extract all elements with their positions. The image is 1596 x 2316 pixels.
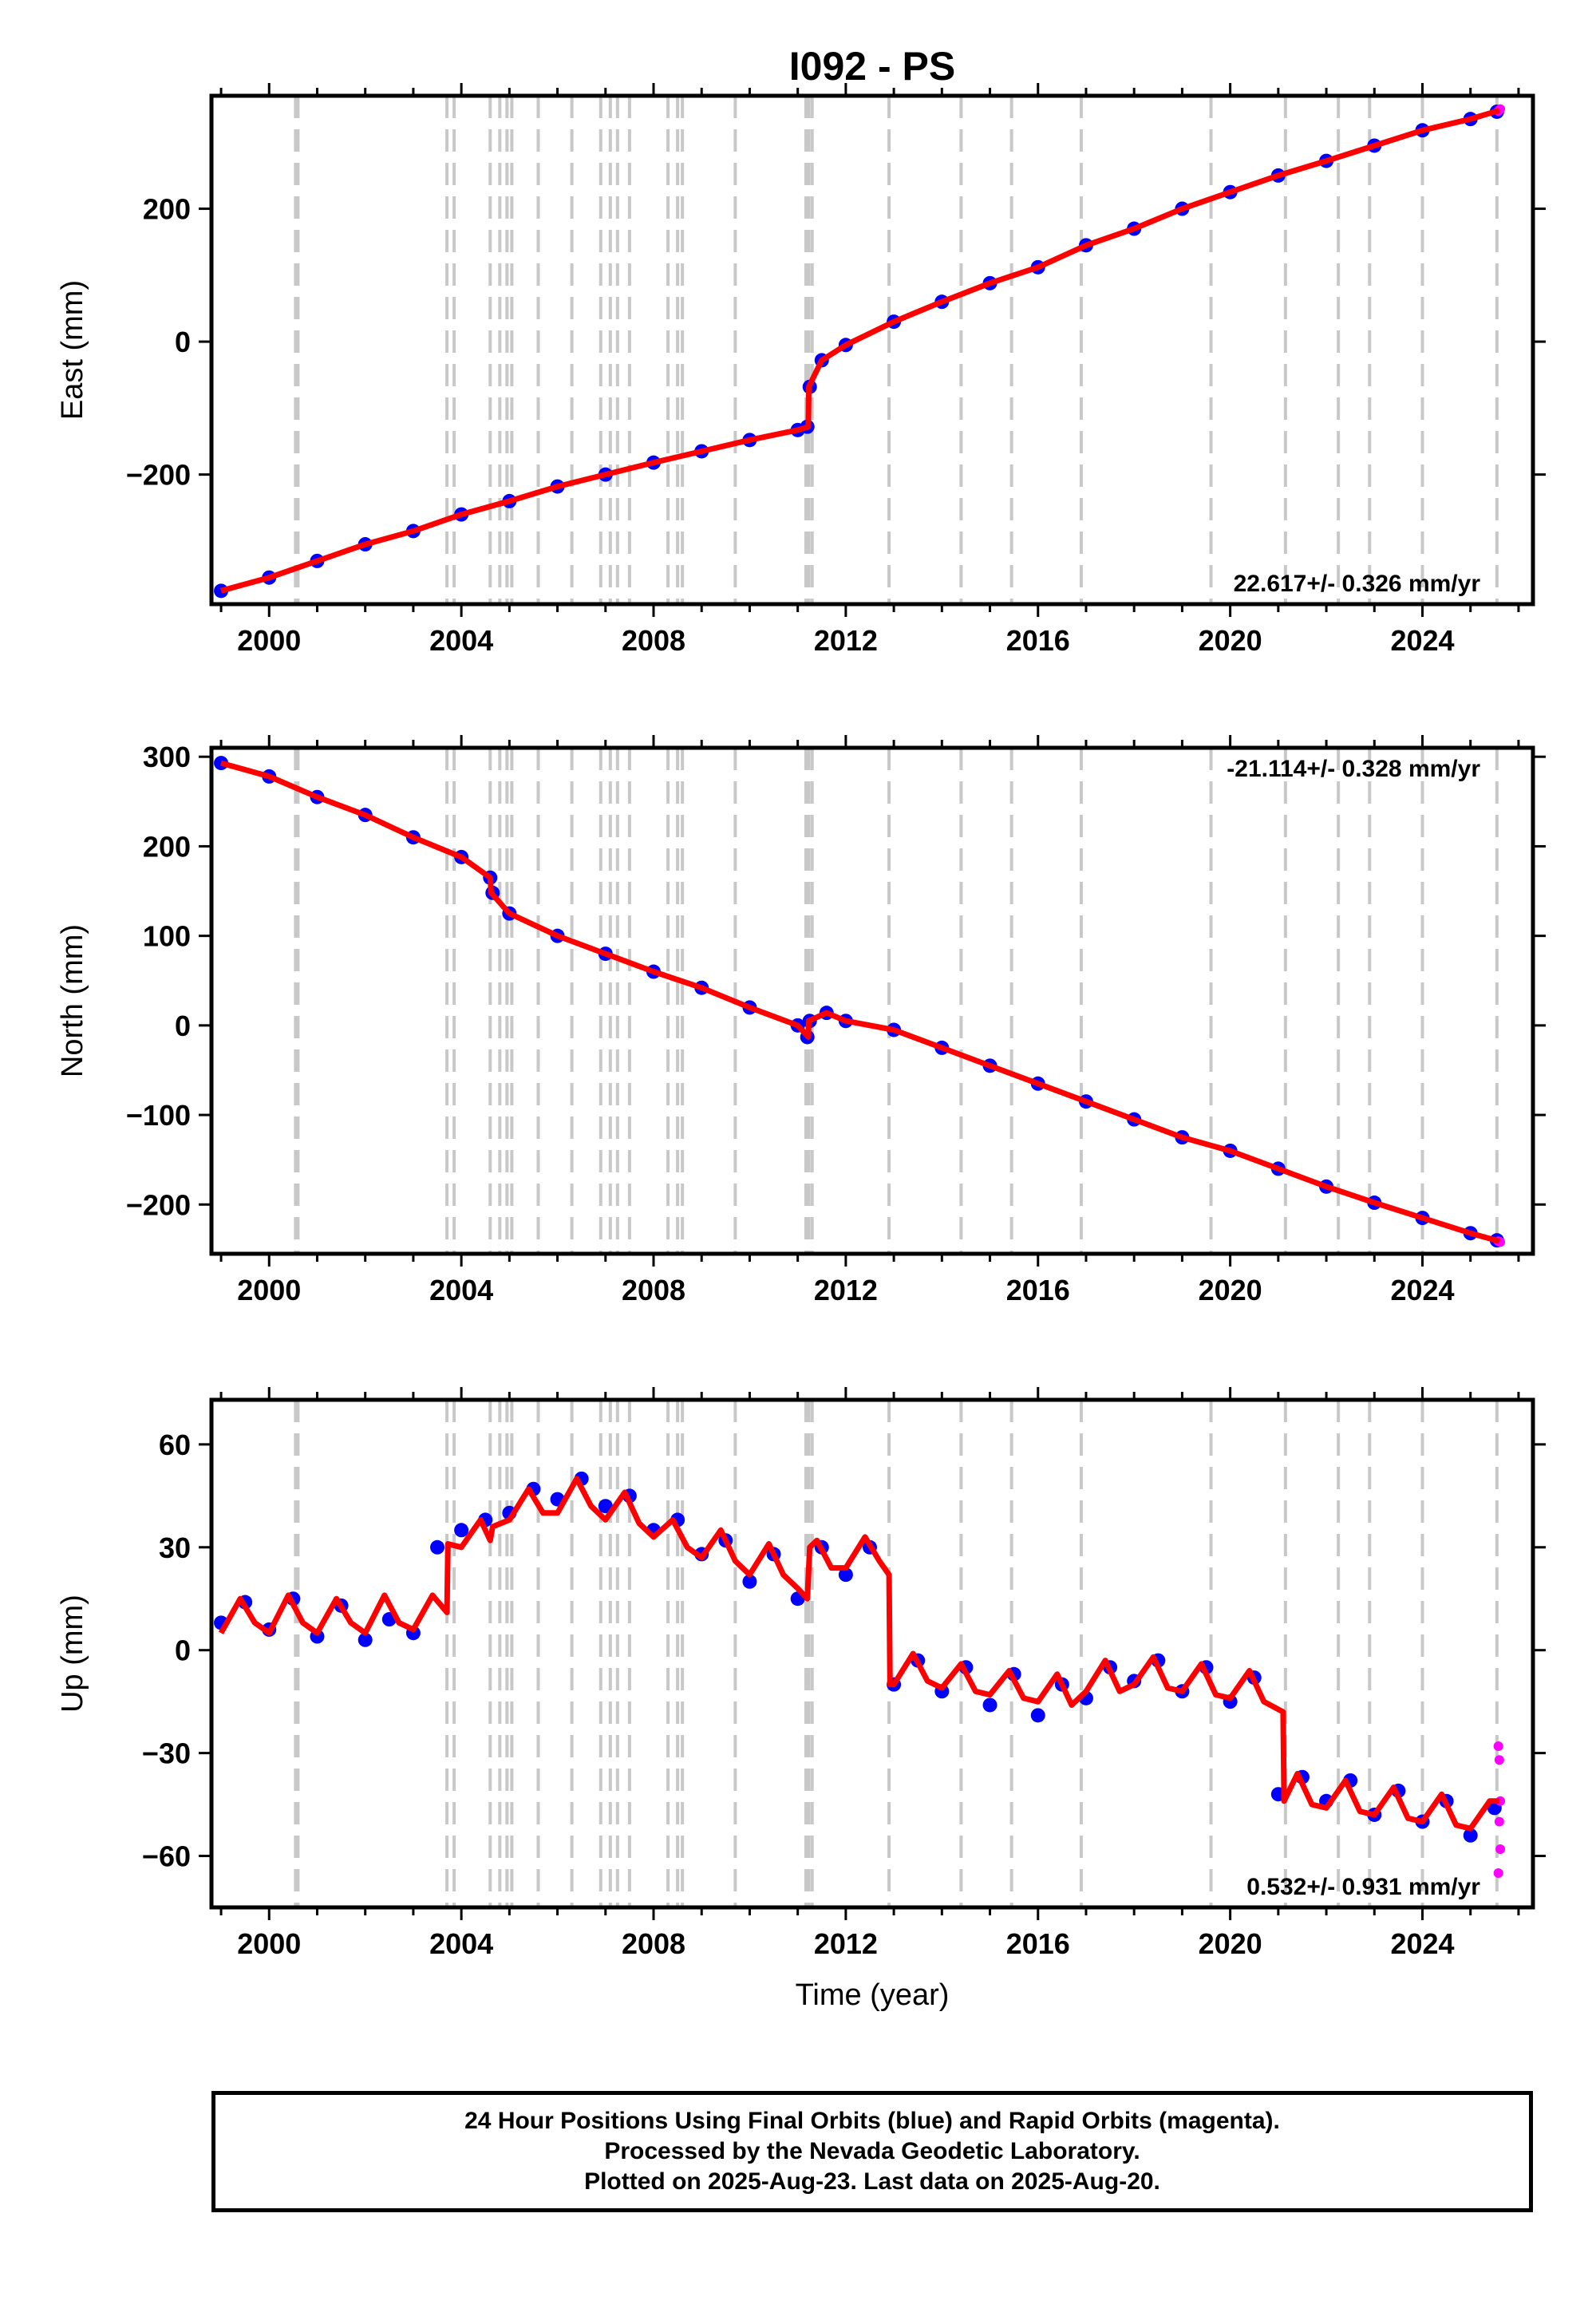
x-tick-label: 2004 (429, 624, 493, 657)
up-data-points (214, 1471, 1506, 1879)
x-tick-label: 2016 (1006, 1274, 1070, 1306)
x-axis-label: Time (year) (796, 1978, 950, 2012)
up-series-final-orbits (214, 1471, 1502, 1843)
y-tick-label: 0 (175, 1634, 191, 1667)
x-tick-label: 2024 (1390, 1927, 1454, 1960)
x-tick-label: 2016 (1006, 1927, 1070, 1960)
y-tick-label: 0 (175, 326, 191, 358)
x-tick-label: 2000 (237, 624, 301, 657)
east-series-final-orbits (214, 104, 1504, 599)
x-tick-label: 2020 (1199, 1927, 1262, 1960)
data-point (1493, 1868, 1503, 1879)
y-tick-label: 60 (159, 1429, 191, 1461)
y-tick-label: 0 (175, 1010, 191, 1042)
x-tick-label: 2020 (1199, 624, 1262, 657)
x-tick-label: 2020 (1199, 1274, 1262, 1306)
north-event-lines (294, 748, 1499, 1254)
up-panel: 2000 2004 2008 2012 2016 2020 2024 −60 −30 0 30 60 U… (56, 1387, 1546, 2012)
up-series-rapid-orbits (1493, 1741, 1506, 1879)
y-tick-label: 200 (143, 193, 191, 226)
data-point (430, 1539, 445, 1555)
east-event-lines (294, 96, 1499, 604)
x-tick-label: 2000 (237, 1274, 301, 1306)
y-tick-label: 300 (143, 741, 191, 773)
north-axes-frame (209, 745, 1535, 1256)
y-tick-label: −200 (126, 1188, 191, 1221)
x-tick-label: 2004 (429, 1274, 493, 1306)
data-point (1495, 1844, 1506, 1854)
up-event-lines (294, 1400, 1499, 1907)
up-x-axis: 2000 2004 2008 2012 2016 2020 2024 (219, 1387, 1520, 1960)
figure-title: I092 - PS (789, 44, 955, 89)
y-tick-label: −200 (126, 459, 191, 492)
data-point (1494, 1816, 1504, 1827)
x-tick-label: 2008 (622, 1274, 685, 1306)
info-line-2: Processed by the Nevada Geodetic Laborat… (604, 2138, 1140, 2164)
up-y-axis: −60 −30 0 30 60 (142, 1429, 1546, 1873)
east-y-axis-label: East (mm) (56, 280, 89, 420)
x-tick-label: 2024 (1390, 1274, 1454, 1306)
x-tick-label: 2008 (622, 1927, 685, 1960)
x-tick-label: 2004 (429, 1927, 493, 1960)
east-model-fit-line (220, 107, 1500, 594)
panels: 2000 2004 2008 2012 2016 2020 2024−2000200East… (56, 83, 1546, 2012)
up-y-axis-label: Up (mm) (56, 1595, 89, 1713)
data-point (1463, 1828, 1478, 1843)
east-axes-frame (209, 93, 1535, 607)
y-tick-label: −30 (142, 1737, 191, 1770)
east-panel: 2000 2004 2008 2012 2016 2020 2024 −200 0 200 East… (56, 83, 1546, 657)
x-tick-label: 2008 (622, 624, 685, 657)
east-velocity-label: 22.617+/- 0.326 mm/yr (1234, 571, 1481, 597)
y-tick-label: 30 (159, 1531, 191, 1564)
x-tick-label: 2016 (1006, 624, 1070, 657)
info-line-3: Plotted on 2025-Aug-23. Last data on 202… (584, 2168, 1160, 2195)
data-point (982, 1697, 998, 1713)
data-point (838, 1567, 853, 1583)
up-axes-frame (209, 1397, 1535, 1910)
x-tick-label: 2012 (814, 624, 878, 657)
east-x-axis: 2000 2004 2008 2012 2016 2020 2024 (219, 83, 1520, 657)
y-tick-label: 200 (143, 830, 191, 863)
north-velocity-label: -21.114+/- 0.328 mm/yr (1227, 756, 1480, 782)
north-data-points (214, 756, 1506, 1248)
x-tick-label: 2012 (814, 1274, 878, 1306)
data-point (598, 1499, 613, 1514)
info-line-1: 24 Hour Positions Using Final Orbits (bl… (464, 2108, 1280, 2134)
y-tick-label: −100 (126, 1099, 191, 1132)
x-tick-label: 2000 (237, 1927, 301, 1960)
north-series-final-orbits (214, 756, 1504, 1248)
data-point (742, 1574, 757, 1589)
x-tick-label: 2024 (1390, 624, 1454, 657)
x-tick-label: 2012 (814, 1927, 878, 1960)
north-y-axis-label: North (mm) (56, 924, 89, 1077)
north-model-fit-line (220, 760, 1500, 1244)
data-point (454, 1523, 469, 1538)
north-y-axis: −200 −100 0 100 200 300 (126, 741, 1546, 1221)
data-point (358, 1632, 373, 1647)
north-panel: 2000 2004 2008 2012 2016 2020 2024 −200 −100 0 100… (56, 735, 1546, 1306)
up-velocity-label: 0.532+/- 0.931 mm/yr (1246, 1874, 1480, 1900)
north-x-axis: 2000 2004 2008 2012 2016 2020 2024 (219, 735, 1520, 1306)
info-box: 24 Hour Positions Using Final Orbits (bl… (211, 2091, 1533, 2212)
data-point (1493, 1741, 1503, 1752)
y-tick-label: −60 (142, 1840, 191, 1873)
east-y-axis: −200 0 200 (126, 193, 1546, 492)
east-data-points (214, 104, 1506, 599)
y-tick-label: 100 (143, 920, 191, 953)
up-model-fit-line (218, 1476, 1499, 1832)
data-point (1030, 1708, 1045, 1723)
data-point (1494, 1755, 1504, 1765)
